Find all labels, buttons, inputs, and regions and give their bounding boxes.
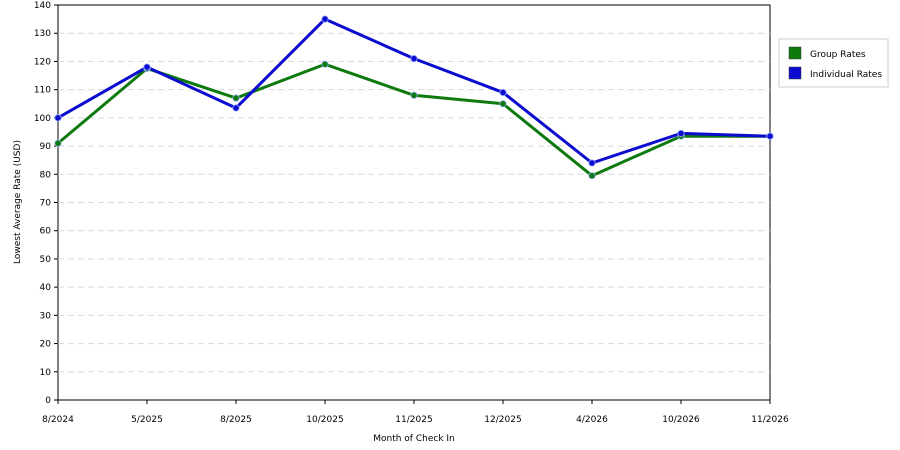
y-tick-label: 100	[34, 114, 51, 124]
x-axis-title: Month of Check In	[373, 434, 455, 444]
x-tick-label: 8/2025	[220, 415, 252, 425]
y-tick-label: 30	[40, 311, 52, 321]
legend-swatch-group	[788, 46, 802, 60]
y-tick-label: 140	[34, 1, 51, 11]
x-tick-label: 11/2026	[751, 415, 789, 425]
y-tick-label: 130	[34, 29, 51, 39]
x-tick-label: 12/2025	[484, 415, 521, 425]
legend-swatch-individual	[788, 66, 802, 80]
data-point-individual[interactable]	[410, 55, 418, 63]
data-point-individual[interactable]	[321, 15, 329, 23]
data-point-group[interactable]	[410, 91, 418, 99]
y-tick-label: 80	[40, 170, 52, 180]
data-point-individual[interactable]	[143, 63, 151, 71]
x-tick-label: 10/2025	[306, 415, 343, 425]
series-lines	[54, 15, 774, 180]
x-axis-ticks: 8/2024 5/2025 8/2025 10/2025 11/2025 12/2025 4…	[42, 400, 789, 425]
y-tick-label: 70	[40, 199, 52, 209]
y-tick-label: 40	[40, 283, 52, 293]
legend-label-group: Group Rates	[810, 50, 866, 60]
data-point-individual[interactable]	[677, 129, 685, 137]
data-point-individual[interactable]	[766, 132, 774, 140]
y-tick-label: 110	[34, 86, 51, 96]
data-point-individual[interactable]	[588, 159, 596, 167]
data-point-individual[interactable]	[499, 88, 507, 97]
y-tick-label: 60	[40, 227, 52, 237]
y-axis-ticks: 0 10 20 30 40 50 60 70 80 90 100 110 120 130 140	[34, 1, 58, 406]
y-tick-label: 0	[45, 396, 51, 406]
data-point-group[interactable]	[54, 139, 62, 147]
legend-label-individual: Individual Rates	[810, 70, 882, 80]
x-tick-label: 4/2026	[576, 415, 608, 425]
data-point-group[interactable]	[321, 60, 329, 68]
data-point-individual[interactable]	[232, 104, 240, 112]
y-tick-label: 50	[40, 255, 52, 265]
data-point-group[interactable]	[499, 100, 507, 108]
data-point-group[interactable]	[232, 94, 240, 102]
x-tick-label: 11/2025	[395, 415, 432, 425]
legend: Group Rates Individual Rates	[778, 38, 889, 88]
y-tick-label: 10	[40, 368, 52, 378]
y-tick-label: 20	[40, 340, 52, 350]
y-axis-title: Lowest Average Rate (USD)	[13, 140, 23, 264]
y-tick-label: 120	[34, 57, 51, 67]
x-tick-label: 10/2026	[662, 415, 700, 425]
y-tick-label: 90	[40, 142, 52, 152]
gridlines	[58, 32, 770, 373]
data-point-group[interactable]	[588, 172, 596, 180]
x-tick-label: 5/2025	[131, 415, 163, 425]
data-point-individual[interactable]	[54, 114, 62, 122]
x-tick-label: 8/2024	[42, 415, 74, 425]
